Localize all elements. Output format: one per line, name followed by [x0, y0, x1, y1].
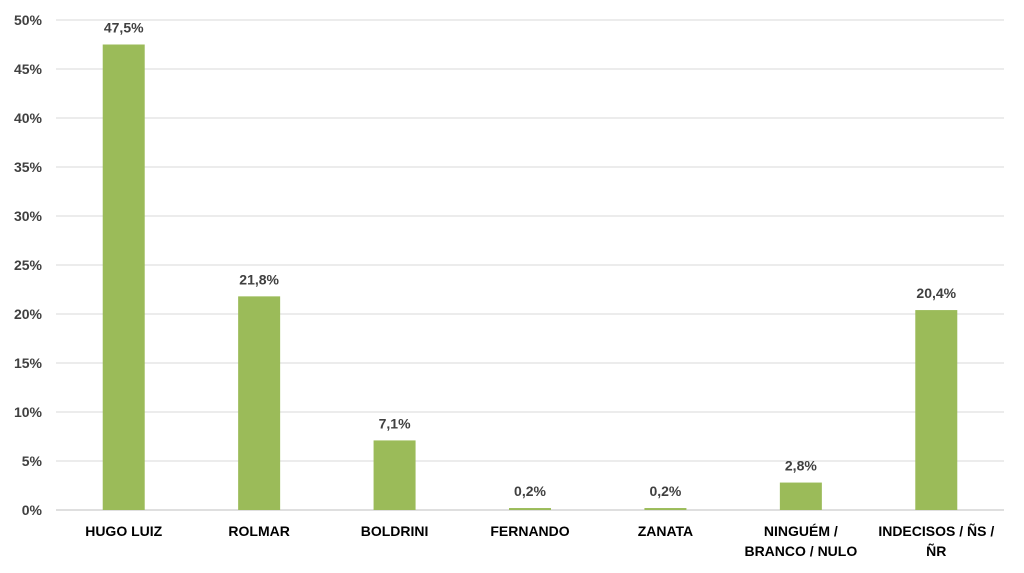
category-label: ÑR	[926, 542, 946, 559]
y-tick-label: 45%	[14, 61, 43, 77]
data-label: 0,2%	[514, 483, 546, 499]
y-tick-label: 30%	[14, 208, 43, 224]
bar	[644, 508, 687, 510]
category-label: ROLMAR	[228, 523, 289, 539]
data-label: 2,8%	[785, 458, 817, 474]
bar	[509, 508, 551, 510]
category-label: ZANATA	[638, 523, 693, 539]
bar	[373, 440, 416, 510]
data-label: 47,5%	[104, 20, 144, 36]
bars	[102, 44, 958, 510]
category-label: FERNANDO	[490, 523, 569, 539]
bar	[779, 482, 822, 510]
y-tick-label: 25%	[14, 257, 43, 273]
y-axis-ticks: 0% 5% 10% 15% 20% 25% 30% 35% 40% 45% 50%	[14, 12, 43, 518]
y-tick-label: 10%	[14, 404, 43, 420]
y-tick-label: 5%	[22, 453, 43, 469]
gridlines	[56, 19, 1004, 511]
y-tick-label: 20%	[14, 306, 43, 322]
data-label: 0,2%	[649, 483, 681, 499]
bar	[102, 44, 145, 510]
bar	[915, 310, 958, 510]
data-labels: 47,5% 21,8% 7,1% 0,2% 0,2% 2,8% 20,4%	[104, 20, 957, 500]
y-tick-label: 50%	[14, 12, 43, 28]
y-tick-label: 15%	[14, 355, 43, 371]
y-tick-label: 40%	[14, 110, 43, 126]
category-label: BRANCO / NULO	[744, 543, 857, 559]
category-label: HUGO LUIZ	[85, 523, 162, 539]
category-label: INDECISOS / ÑS /	[878, 522, 994, 539]
category-label: BOLDRINI	[361, 523, 429, 539]
y-tick-label: 0%	[22, 502, 43, 518]
bar	[238, 296, 281, 510]
data-label: 7,1%	[379, 415, 411, 431]
data-label: 21,8%	[239, 271, 279, 287]
data-label: 20,4%	[916, 285, 956, 301]
x-axis-categories: HUGO LUIZ ROLMAR BOLDRINI FERNANDO ZANATA NIN…	[85, 522, 994, 559]
y-tick-label: 35%	[14, 159, 43, 175]
category-label: NINGUÉM /	[764, 523, 838, 539]
